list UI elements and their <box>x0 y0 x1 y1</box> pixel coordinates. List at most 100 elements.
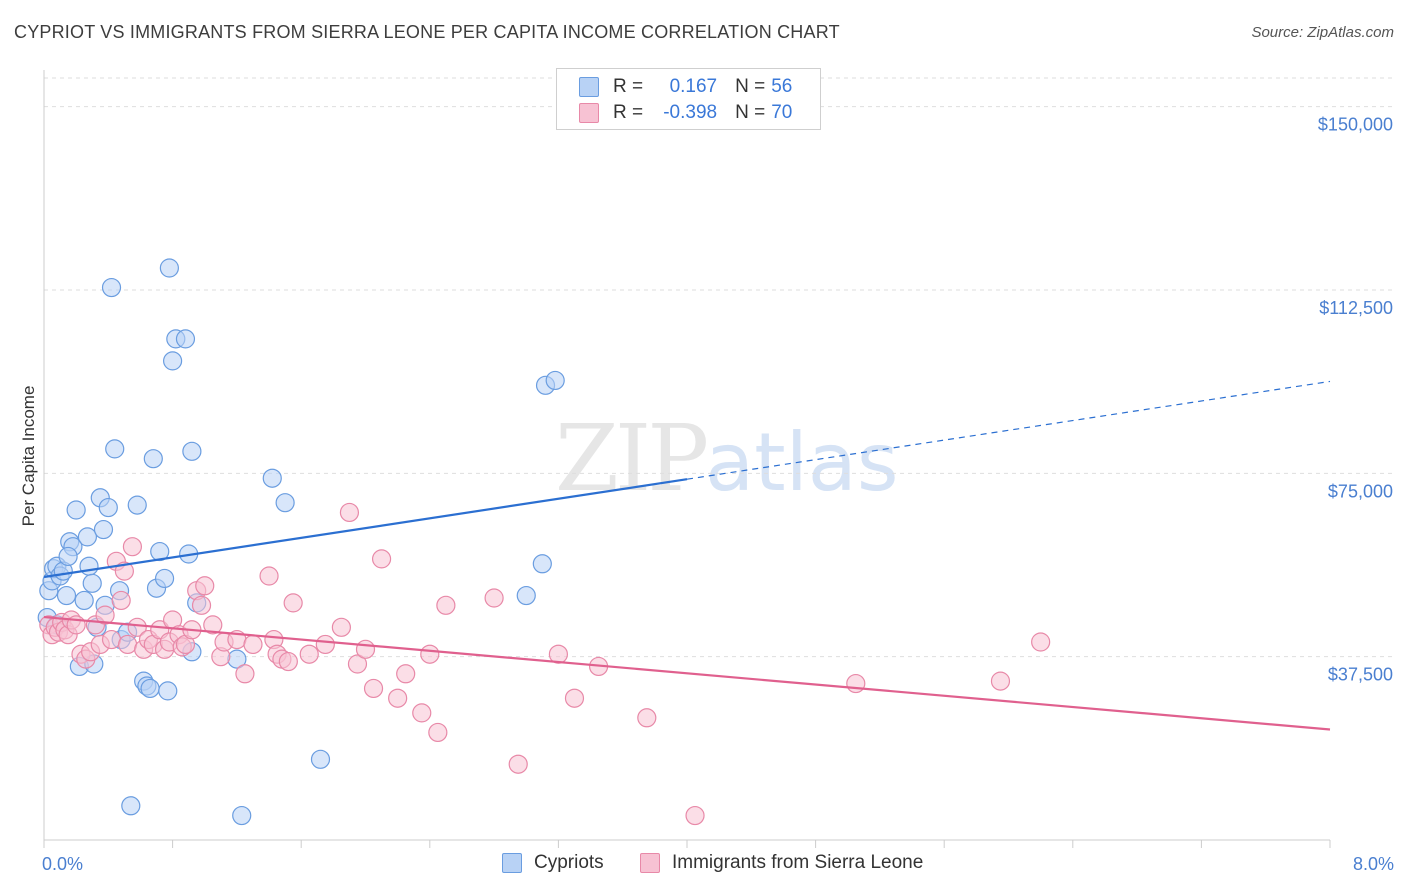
point-sierra-leone <box>564 688 585 708</box>
point-sierra-leone <box>243 634 263 655</box>
point-sierra-leone <box>95 605 115 625</box>
legend-row-sierra-leone: R = -0.398 N = 70 <box>579 101 792 125</box>
point-cypriots <box>98 497 118 518</box>
series-legend: Cypriots Immigrants from Sierra Leone <box>0 852 1406 878</box>
series-label-cypriots: Cypriots <box>534 852 604 873</box>
point-sierra-leone <box>436 595 456 615</box>
point-cypriots <box>516 585 536 606</box>
point-sierra-leone <box>846 673 866 694</box>
point-cypriots <box>93 519 114 540</box>
point-cypriots <box>545 370 565 391</box>
trend-line-cypriots <box>43 478 688 579</box>
point-cypriots <box>74 590 94 611</box>
axes <box>43 70 1331 848</box>
point-sierra-leone <box>685 805 705 826</box>
point-sierra-leone <box>420 644 440 664</box>
point-cypriots <box>262 468 282 488</box>
point-sierra-leone <box>371 549 392 569</box>
point-cypriots <box>127 495 147 515</box>
y-tick-label: $37,500 <box>1328 665 1393 685</box>
y-tick-label: $75,000 <box>1328 481 1393 501</box>
legend-n-value: 56 <box>771 76 793 97</box>
tick-labels: $37,500 $75,000 $112,500 $150,000 0.0% 8.0% <box>42 115 1394 874</box>
point-cypriots <box>175 329 196 349</box>
source-label: Source: ZipAtlas.com <box>1251 24 1394 41</box>
point-cypriots <box>121 796 141 816</box>
point-cypriots <box>66 500 86 520</box>
y-axis-label: Per Capita Income <box>19 386 38 527</box>
point-sierra-leone <box>396 664 416 684</box>
point-cypriots <box>82 573 102 593</box>
point-sierra-leone <box>235 664 255 684</box>
point-cypriots <box>158 681 178 701</box>
x-tick-label: 8.0% <box>1353 854 1394 874</box>
point-sierra-leone <box>331 617 351 637</box>
grid-lines <box>44 77 1395 658</box>
legend-swatch-cypriots <box>579 77 599 97</box>
stats-legend: R = 0.167 N = 56 R = -0.398 N = 70 <box>556 68 821 130</box>
point-sierra-leone <box>315 634 335 655</box>
watermark-atlas: atlas <box>705 416 899 509</box>
data-points <box>37 258 1051 826</box>
point-sierra-leone <box>203 615 223 635</box>
point-cypriots <box>275 493 295 513</box>
point-cypriots <box>56 585 77 606</box>
series-legend-sierra-leone: Immigrants from Sierra Leone <box>640 852 923 874</box>
point-cypriots <box>143 449 163 469</box>
trend-line-extension-cypriots <box>686 380 1331 480</box>
point-sierra-leone <box>195 576 215 596</box>
watermark-zip: ZIP <box>555 405 709 512</box>
point-sierra-leone <box>283 593 303 613</box>
point-sierra-leone <box>548 644 569 664</box>
point-sierra-leone <box>428 722 448 743</box>
series-swatch-cypriots <box>502 853 522 873</box>
point-sierra-leone <box>117 634 138 655</box>
point-sierra-leone <box>508 754 528 774</box>
trend-lines <box>43 380 1331 731</box>
series-label-sierra-leone: Immigrants from Sierra Leone <box>672 852 924 873</box>
point-sierra-leone <box>101 629 122 650</box>
trend-line-sierra-leone <box>43 615 1331 731</box>
x-tick-label: 0.0% <box>42 854 83 874</box>
point-cypriots <box>101 277 122 298</box>
legend-r-value: -0.398 <box>663 102 718 123</box>
series-swatch-sierra-leone <box>640 853 660 873</box>
point-cypriots <box>154 568 175 589</box>
y-tick-label: $112,500 <box>1319 298 1393 318</box>
point-sierra-leone <box>339 502 360 523</box>
point-sierra-leone <box>637 708 657 728</box>
point-cypriots <box>58 546 78 567</box>
legend-row-cypriots: R = 0.167 N = 56 <box>579 75 792 99</box>
point-cypriots <box>150 541 170 562</box>
point-cypriots <box>182 441 202 461</box>
point-cypriots <box>163 351 183 371</box>
point-sierra-leone <box>355 639 376 659</box>
point-sierra-leone <box>1031 632 1051 652</box>
legend-n-value: 70 <box>771 102 793 123</box>
point-cypriots <box>310 749 331 769</box>
point-sierra-leone <box>114 561 134 581</box>
point-sierra-leone <box>191 595 212 615</box>
point-sierra-leone <box>347 654 368 674</box>
legend-n-label: N = <box>735 76 766 97</box>
point-sierra-leone <box>122 537 143 557</box>
point-sierra-leone <box>484 588 504 608</box>
point-cypriots <box>232 805 252 826</box>
point-cypriots <box>77 527 98 547</box>
point-sierra-leone <box>111 590 131 611</box>
series-legend-cypriots: Cypriots <box>502 852 604 874</box>
point-sierra-leone <box>388 688 408 708</box>
watermark: ZIPatlas <box>555 405 899 512</box>
chart-title: CYPRIOT VS IMMIGRANTS FROM SIERRA LEONE … <box>14 22 840 42</box>
legend-r-label: R = <box>613 102 644 123</box>
legend-r-value: 0.167 <box>669 76 718 97</box>
point-cypriots <box>532 554 552 574</box>
y-tick-label: $150,000 <box>1318 115 1393 135</box>
point-cypriots <box>140 678 160 699</box>
point-sierra-leone <box>259 566 279 586</box>
point-sierra-leone <box>363 678 384 699</box>
legend-swatch-sierra-leone <box>579 103 599 123</box>
point-sierra-leone <box>412 703 432 723</box>
legend-r-label: R = <box>613 76 644 97</box>
